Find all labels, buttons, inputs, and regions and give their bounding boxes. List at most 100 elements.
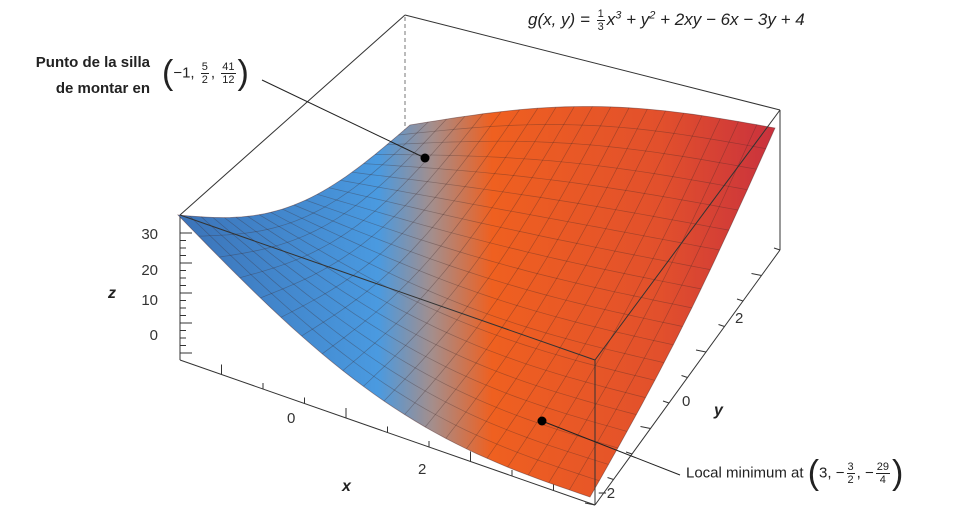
comma: ,: [856, 464, 861, 482]
mesh-line: [293, 204, 683, 327]
coord: 3,: [819, 464, 832, 482]
mesh-line: [569, 124, 758, 491]
mesh-line: [189, 215, 600, 482]
leader-line: [541, 420, 681, 476]
mesh-line: [305, 199, 692, 309]
formula: g(x, y) = 1 3 x3 + y2 + 2xy − 6x − 3y + 4: [528, 8, 805, 33]
mesh-line: [342, 107, 557, 371]
paren: (: [807, 454, 820, 492]
tick-mark: [695, 349, 707, 353]
frac-num: 29: [875, 461, 890, 474]
frac-den: 3: [597, 21, 604, 33]
mesh-line: [340, 179, 720, 251]
mesh-line: [363, 106, 575, 387]
x-tick-label: 0: [287, 410, 296, 427]
x-tick-label: 2: [418, 461, 427, 478]
y-tick-label: 0: [682, 393, 691, 410]
tick-mark: [607, 477, 614, 480]
y-axis-label: y: [714, 402, 723, 419]
frac-num: 41: [221, 61, 236, 74]
mesh-line: [328, 187, 711, 270]
mesh-line: [404, 106, 612, 415]
mesh-line: [486, 112, 685, 459]
formula-lhs: g(x, y) =: [528, 9, 590, 29]
mesh-line: [375, 154, 748, 191]
mesh-line: [386, 140, 757, 170]
mesh-line: [466, 110, 666, 450]
z-tick-label: 10: [141, 292, 158, 309]
tick-mark: [662, 400, 670, 404]
tick-mark: [625, 451, 633, 455]
tick-mark: [736, 298, 744, 302]
minimum-point: [537, 416, 547, 426]
z-tick-label: 0: [149, 327, 158, 344]
mesh-line: [219, 118, 447, 258]
frac-den: 2: [847, 474, 854, 486]
mesh-line: [445, 108, 648, 439]
frac-den: 4: [879, 474, 886, 486]
mesh-line: [235, 216, 637, 415]
mesh-line: [351, 171, 729, 231]
mesh-line: [198, 121, 429, 237]
minimum-annotation: Local minimum at (3, −3 2, −29 4): [686, 454, 903, 493]
mesh-line: [247, 216, 646, 398]
y-tick-label: 2: [735, 310, 744, 327]
sign: −: [835, 464, 845, 482]
sign: −: [864, 464, 874, 482]
box-front: [179, 109, 781, 505]
tick-mark: [773, 247, 781, 251]
term: x: [606, 9, 616, 29]
surface-fill: [178, 106, 775, 497]
mesh-line: [527, 118, 721, 476]
mesh-line: [383, 106, 593, 402]
comma: ,: [210, 64, 216, 82]
z-axis-label: z: [108, 285, 116, 302]
mesh-line: [363, 163, 739, 211]
mesh-line: [282, 208, 674, 346]
tick-mark: [681, 375, 688, 378]
mesh-line: [301, 109, 520, 337]
term: + y: [626, 9, 650, 29]
saddle-point: [420, 153, 430, 163]
label: Punto de la silla: [35, 54, 150, 71]
paren: (: [162, 54, 174, 92]
label: de montar en: [55, 80, 150, 97]
exponent: 3: [615, 9, 622, 22]
mesh-line: [321, 108, 539, 355]
mesh-line: [259, 214, 655, 381]
z-tick-label: 20: [141, 262, 158, 279]
tick-mark: [718, 324, 725, 327]
term: + 2xy − 6x − 3y + 4: [660, 9, 805, 29]
mesh-line: [280, 111, 502, 318]
leader-line: [261, 79, 426, 159]
mesh-line: [398, 124, 766, 149]
paren: ): [891, 454, 904, 492]
z-tick-label: 30: [141, 226, 158, 243]
surface: [176, 106, 776, 498]
tick-mark: [640, 426, 651, 429]
mesh-line: [424, 107, 630, 428]
frac-den: 12: [222, 74, 235, 86]
mesh-line: [224, 217, 628, 432]
tick-marks: [179, 232, 781, 506]
frac-den: 2: [201, 74, 208, 86]
surface-edge: [176, 106, 776, 498]
label: Local minimum at: [686, 464, 804, 482]
frac-num: 1: [596, 8, 605, 21]
mesh-line: [548, 121, 739, 483]
mesh-line: [260, 113, 484, 299]
frac-num: 5: [200, 61, 209, 74]
mesh-line: [212, 217, 618, 449]
frac-num: 3: [846, 461, 855, 474]
mesh-line: [200, 216, 609, 465]
paren: ): [237, 54, 249, 92]
x-axis-label: x: [342, 478, 351, 495]
y-tick-label: −2: [598, 485, 616, 502]
tick-mark: [751, 273, 762, 276]
saddle-label: Punto de la silla de montar en: [12, 50, 150, 102]
mesh-line: [270, 211, 665, 364]
mesh-line: [317, 193, 702, 290]
